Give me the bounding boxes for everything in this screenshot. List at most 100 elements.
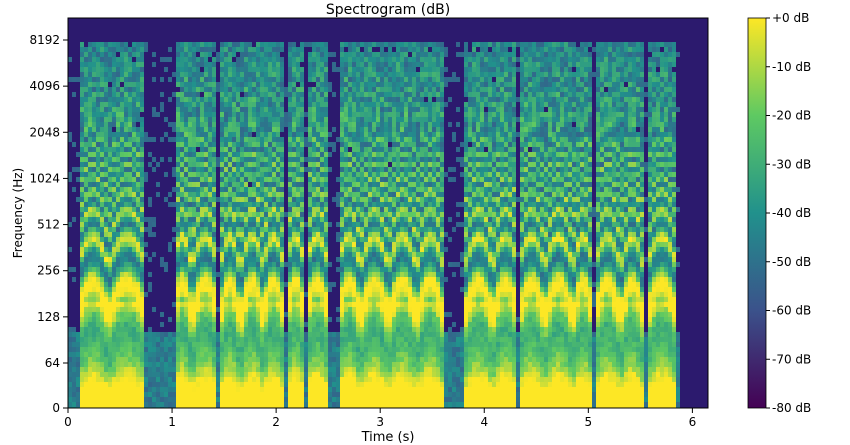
spectrogram-cell — [168, 247, 172, 252]
spectrogram-cell — [344, 52, 348, 57]
spectrogram-cell — [104, 367, 108, 372]
spectrogram-cell — [312, 112, 316, 117]
spectrogram-cell — [312, 52, 316, 57]
spectrogram-cell — [300, 162, 304, 167]
spectrogram-cell — [224, 322, 228, 327]
spectrogram-cell — [308, 217, 312, 222]
spectrogram-cell — [372, 367, 376, 372]
spectrogram-cell — [184, 392, 188, 397]
spectrogram-cell — [228, 172, 232, 177]
spectrogram-cell — [344, 292, 348, 297]
spectrogram-cell — [232, 62, 236, 67]
spectrogram-cell — [80, 282, 84, 287]
spectrogram-cell — [340, 232, 344, 237]
spectrogram-cell — [104, 177, 108, 182]
spectrogram-cell — [320, 72, 324, 77]
spectrogram-cell — [308, 392, 312, 397]
spectrogram-cell — [188, 382, 192, 387]
spectrogram-cell — [232, 132, 236, 137]
spectrogram-cell — [356, 97, 360, 102]
spectrogram-cell — [288, 397, 292, 402]
spectrogram-cell — [124, 302, 128, 307]
spectrogram-cell — [380, 112, 384, 117]
spectrogram-cell — [84, 82, 88, 87]
spectrogram-cell — [140, 142, 144, 147]
spectrogram-cell — [228, 107, 232, 112]
spectrogram-cell — [156, 337, 160, 342]
spectrogram-cell — [376, 242, 380, 247]
spectrogram-cell — [136, 92, 140, 97]
spectrogram-cell — [116, 42, 120, 47]
spectrogram-cell — [256, 147, 260, 152]
spectrogram-cell — [184, 177, 188, 182]
spectrogram-cell — [156, 112, 160, 117]
spectrogram-cell — [256, 372, 260, 377]
spectrogram-cell — [352, 167, 356, 172]
spectrogram-cell — [88, 77, 92, 82]
spectrogram-cell — [236, 332, 240, 337]
spectrogram-cell — [172, 202, 176, 207]
spectrogram-cell — [244, 107, 248, 112]
spectrogram-cell — [292, 247, 296, 252]
spectrogram-cell — [300, 152, 304, 157]
spectrogram-cell — [196, 337, 200, 342]
spectrogram-cell — [268, 372, 272, 377]
spectrogram-cell — [340, 132, 344, 137]
spectrogram-cell — [128, 387, 132, 392]
spectrogram-cell — [104, 217, 108, 222]
spectrogram-cell — [196, 197, 200, 202]
spectrogram-cell — [180, 247, 184, 252]
spectrogram-cell — [152, 222, 156, 227]
spectrogram-cell — [360, 322, 364, 327]
spectrogram-cell — [104, 197, 108, 202]
spectrogram-cell — [80, 212, 84, 217]
spectrogram-cell — [348, 337, 352, 342]
spectrogram-cell — [132, 77, 136, 82]
spectrogram-cell — [368, 392, 372, 397]
spectrogram-cell — [72, 397, 76, 402]
spectrogram-cell — [344, 102, 348, 107]
spectrogram-cell — [260, 67, 264, 72]
spectrogram-cell — [348, 197, 352, 202]
spectrogram-cell — [344, 117, 348, 122]
spectrogram-cell — [312, 242, 316, 247]
spectrogram-cell — [352, 307, 356, 312]
spectrogram-cell — [136, 262, 140, 267]
spectrogram-cell — [124, 342, 128, 347]
spectrogram-cell — [188, 242, 192, 247]
spectrogram-cell — [192, 167, 196, 172]
spectrogram-cell — [204, 182, 208, 187]
spectrogram-cell — [380, 172, 384, 177]
spectrogram-cell — [168, 347, 172, 352]
spectrogram-cell — [232, 207, 236, 212]
spectrogram-cell — [340, 47, 344, 52]
spectrogram-cell — [128, 72, 132, 77]
spectrogram-cell — [364, 247, 368, 252]
spectrogram-cell — [344, 132, 348, 137]
spectrogram-cell — [128, 62, 132, 67]
spectrogram-cell — [320, 67, 324, 72]
spectrogram-cell — [224, 357, 228, 362]
spectrogram-cell — [136, 272, 140, 277]
spectrogram-cell — [112, 327, 116, 332]
spectrogram-cell — [176, 57, 180, 62]
spectrogram-cell — [104, 262, 108, 267]
spectrogram-cell — [204, 272, 208, 277]
spectrogram-cell — [236, 57, 240, 62]
spectrogram-cell — [180, 402, 184, 407]
spectrogram-cell — [92, 177, 96, 182]
spectrogram-cell — [380, 52, 384, 57]
spectrogram-cell — [352, 157, 356, 162]
spectrogram-cell — [248, 292, 252, 297]
spectrogram-cell — [204, 222, 208, 227]
spectrogram-cell — [132, 337, 136, 342]
spectrogram-cell — [136, 267, 140, 272]
spectrogram-cell — [192, 137, 196, 142]
spectrogram-cell — [256, 327, 260, 332]
spectrogram-cell — [220, 312, 224, 317]
spectrogram-cell — [168, 242, 172, 247]
spectrogram-cell — [372, 332, 376, 337]
spectrogram-cell — [360, 387, 364, 392]
spectrogram-cell — [192, 302, 196, 307]
spectrogram-cell — [300, 332, 304, 337]
